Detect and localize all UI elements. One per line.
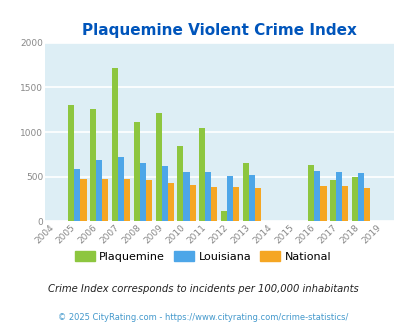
Bar — [112, 68, 118, 221]
Bar — [118, 157, 124, 221]
Bar — [74, 169, 80, 221]
Title: Plaquemine Violent Crime Index: Plaquemine Violent Crime Index — [81, 22, 356, 38]
Bar — [313, 171, 320, 221]
Bar — [242, 163, 248, 221]
Bar — [124, 179, 130, 221]
Bar — [102, 179, 108, 221]
Bar — [248, 175, 254, 221]
Bar — [254, 188, 260, 221]
Bar — [139, 163, 145, 221]
Bar — [80, 179, 86, 221]
Bar — [161, 166, 167, 221]
Bar — [335, 172, 341, 221]
Bar — [177, 146, 183, 221]
Bar — [232, 187, 239, 221]
Bar — [68, 105, 74, 221]
Bar — [329, 180, 335, 221]
Bar — [189, 185, 195, 221]
Bar — [307, 165, 313, 221]
Bar — [220, 211, 226, 221]
Bar — [211, 187, 217, 221]
Legend: Plaquemine, Louisiana, National: Plaquemine, Louisiana, National — [70, 247, 335, 266]
Bar — [320, 186, 326, 221]
Text: © 2025 CityRating.com - https://www.cityrating.com/crime-statistics/: © 2025 CityRating.com - https://www.city… — [58, 313, 347, 322]
Bar — [96, 160, 102, 221]
Bar — [363, 188, 369, 221]
Bar — [155, 113, 161, 221]
Bar — [167, 183, 173, 221]
Bar — [341, 186, 347, 221]
Bar — [205, 172, 211, 221]
Bar — [226, 176, 232, 221]
Text: Crime Index corresponds to incidents per 100,000 inhabitants: Crime Index corresponds to incidents per… — [47, 284, 358, 294]
Bar — [199, 128, 205, 221]
Bar — [183, 172, 189, 221]
Bar — [133, 122, 139, 221]
Bar — [145, 180, 151, 221]
Bar — [90, 109, 96, 221]
Bar — [351, 178, 357, 221]
Bar — [357, 173, 363, 221]
